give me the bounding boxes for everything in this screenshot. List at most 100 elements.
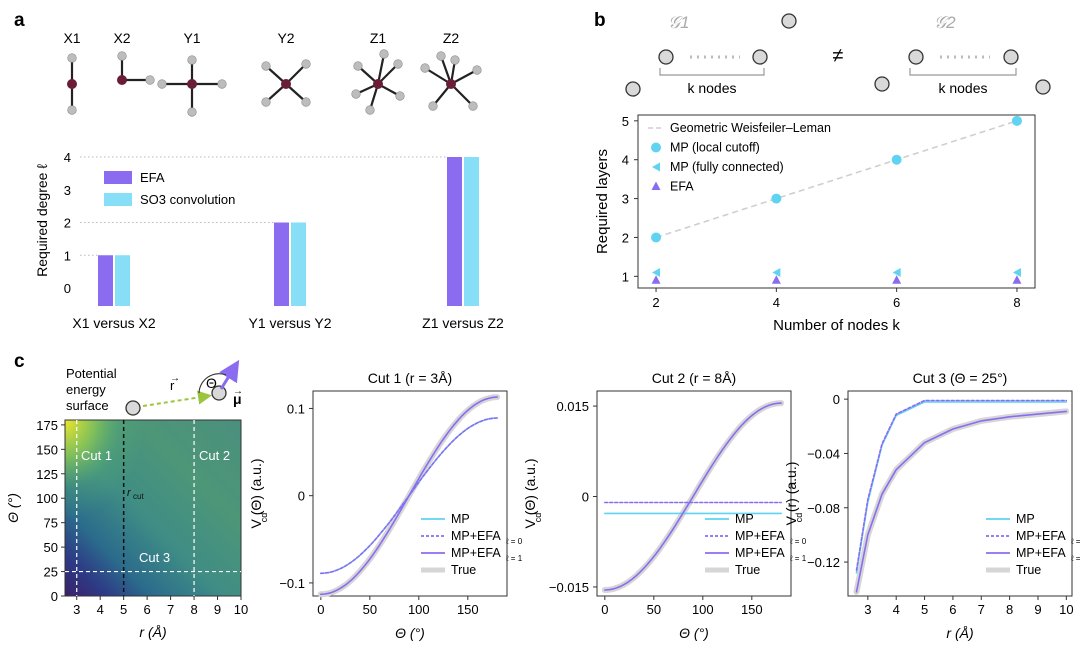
graph-schematic: 𝒢1 k nodes ≠ 𝒢2 k nodes bbox=[625, 13, 1051, 97]
bar-so3 bbox=[464, 157, 479, 306]
molecule-outer-atom bbox=[353, 61, 363, 71]
molecule-outer-atom bbox=[157, 79, 167, 89]
legend-label: True bbox=[735, 563, 760, 577]
plot-frame bbox=[64, 419, 242, 597]
legend-label-sub: ℓ = 0 bbox=[505, 537, 523, 546]
y-axis-label: V (Θ) (a.u.) bbox=[248, 458, 264, 528]
legend-label: MP+EFA bbox=[1016, 546, 1066, 560]
cut-label: Cut 2 bbox=[199, 448, 230, 463]
plot-frame bbox=[847, 390, 1073, 597]
chart-b: 2 4 6 8 1 2 3 4 5 Number of nodes k Required layer… bbox=[594, 114, 1036, 334]
k-bracket bbox=[909, 68, 1017, 76]
x-category-label: Y1 versus Y2 bbox=[248, 315, 331, 331]
x-tick-label: 100 bbox=[692, 602, 714, 617]
x-tick-label: 10 bbox=[1059, 602, 1073, 617]
chart-title: Cut 1 (r = 3Å) bbox=[368, 370, 452, 386]
series-line-wl bbox=[655, 120, 1018, 239]
pes-label-line-3: surface bbox=[66, 398, 109, 413]
pes-schematic: Potential energy surface r → Θ μ → bbox=[66, 359, 243, 416]
legend-label: True bbox=[1016, 563, 1041, 577]
graph1-label: 𝒢1 bbox=[668, 13, 690, 32]
y-tick-label: 75 bbox=[44, 516, 58, 531]
bar-so3 bbox=[291, 222, 306, 306]
x-tick-label: 100 bbox=[408, 602, 430, 617]
x-axis-label: r (Å) bbox=[139, 624, 166, 640]
y-tick-label: 0.015 bbox=[556, 399, 589, 414]
molecule-center-atom bbox=[373, 79, 383, 89]
plot-frame bbox=[312, 390, 508, 597]
x-axis-label: r (Å) bbox=[946, 625, 973, 641]
series-line-mp-efa-l1 bbox=[855, 410, 1068, 593]
graph-node bbox=[908, 49, 924, 65]
molecule-label: X2 bbox=[113, 30, 130, 46]
molecule-label: Z2 bbox=[443, 30, 460, 46]
k-bracket bbox=[659, 68, 765, 76]
molecule-label: Y1 bbox=[183, 30, 200, 46]
r-vector-arrow bbox=[142, 390, 212, 407]
graph-node bbox=[781, 13, 797, 29]
y-axis-label: V (Θ) (a.u.) bbox=[522, 458, 538, 528]
legend-label: Geometric Weisfeiler–Leman bbox=[670, 121, 831, 135]
molecule-center-atom bbox=[67, 79, 77, 89]
graph-node bbox=[625, 81, 641, 97]
y-tick-label: 3 bbox=[622, 192, 629, 207]
molecule-outer-atom bbox=[379, 49, 389, 59]
molecule-label: Y2 bbox=[277, 30, 294, 46]
legend-label: MP+EFA bbox=[451, 546, 501, 560]
chart-cut2: Cut 2 (r = 8Å) 0 50 100 150 0.015 0 −0.015 Θ (°)… bbox=[522, 370, 807, 641]
y-tick-label: −0.08 bbox=[807, 501, 840, 516]
x-tick-label: 150 bbox=[457, 602, 479, 617]
y-tick-label: −0.12 bbox=[807, 555, 840, 570]
molecule-outer-atom bbox=[395, 91, 405, 101]
y-tick-label: 100 bbox=[36, 491, 58, 506]
legend-label: MP bbox=[735, 512, 754, 526]
y-tick-label: 175 bbox=[36, 418, 58, 433]
x-tick-label: 8 bbox=[1013, 295, 1020, 310]
molecule-outer-atom bbox=[261, 61, 271, 71]
y-tick-label: −0.04 bbox=[807, 446, 840, 461]
series-line-mp-efa-l1 bbox=[604, 402, 782, 591]
x-tick-label: 50 bbox=[647, 602, 661, 617]
y-tick-label: 0 bbox=[51, 589, 58, 604]
y-axis-label: Required degree ℓ bbox=[34, 164, 50, 277]
x-tick-label: 6 bbox=[144, 602, 151, 617]
rcut-label: r bbox=[127, 487, 132, 499]
r-vector-label: r bbox=[170, 378, 175, 393]
graph-node bbox=[1035, 79, 1051, 95]
rcut-label-sub: cut bbox=[133, 492, 144, 501]
legend-label-sub: ℓ = 1 bbox=[505, 554, 523, 563]
legend-label: MP bbox=[1016, 512, 1035, 526]
point-mp-full bbox=[652, 267, 661, 277]
y-tick-label: 3 bbox=[64, 183, 71, 198]
legend-label-sub: ℓ = 1 bbox=[1070, 554, 1080, 563]
series-line-mp-efa-l1 bbox=[320, 396, 498, 596]
molecule-center-atom bbox=[117, 75, 127, 85]
legend-swatch bbox=[104, 193, 132, 206]
y-axis-label: Required layers bbox=[594, 149, 611, 254]
molecule-outer-atom bbox=[301, 97, 311, 107]
y-axis-label: Θ (°) bbox=[5, 493, 21, 523]
y-tick-label: 5 bbox=[622, 114, 629, 129]
molecule-outer-atom bbox=[187, 55, 197, 65]
molecule-outer-atom bbox=[468, 101, 478, 111]
legend-swatch bbox=[104, 171, 132, 184]
heatmap-hotspot bbox=[65, 420, 145, 520]
theta-symbol: Θ bbox=[206, 375, 217, 391]
x-tick-label: 4 bbox=[893, 602, 900, 617]
plot-frame bbox=[637, 114, 1036, 289]
legend-label-sub: ℓ = 0 bbox=[1070, 537, 1080, 546]
graph-node bbox=[658, 49, 674, 65]
molecule-label: Z1 bbox=[370, 30, 387, 46]
y-tick-label: 1 bbox=[622, 269, 629, 284]
molecule-outer-atom bbox=[67, 105, 77, 115]
legend-label: MP (fully connected) bbox=[670, 160, 784, 174]
point-efa bbox=[771, 275, 781, 284]
y-tick-label: 150 bbox=[36, 442, 58, 457]
point-efa bbox=[1012, 275, 1022, 284]
point-mp-local bbox=[1011, 115, 1022, 126]
x-tick-label: 2 bbox=[652, 295, 659, 310]
y-tick-label: 4 bbox=[64, 150, 71, 165]
pes-label-line-1: Potential bbox=[66, 366, 117, 381]
not-equal-sign: ≠ bbox=[833, 45, 844, 67]
